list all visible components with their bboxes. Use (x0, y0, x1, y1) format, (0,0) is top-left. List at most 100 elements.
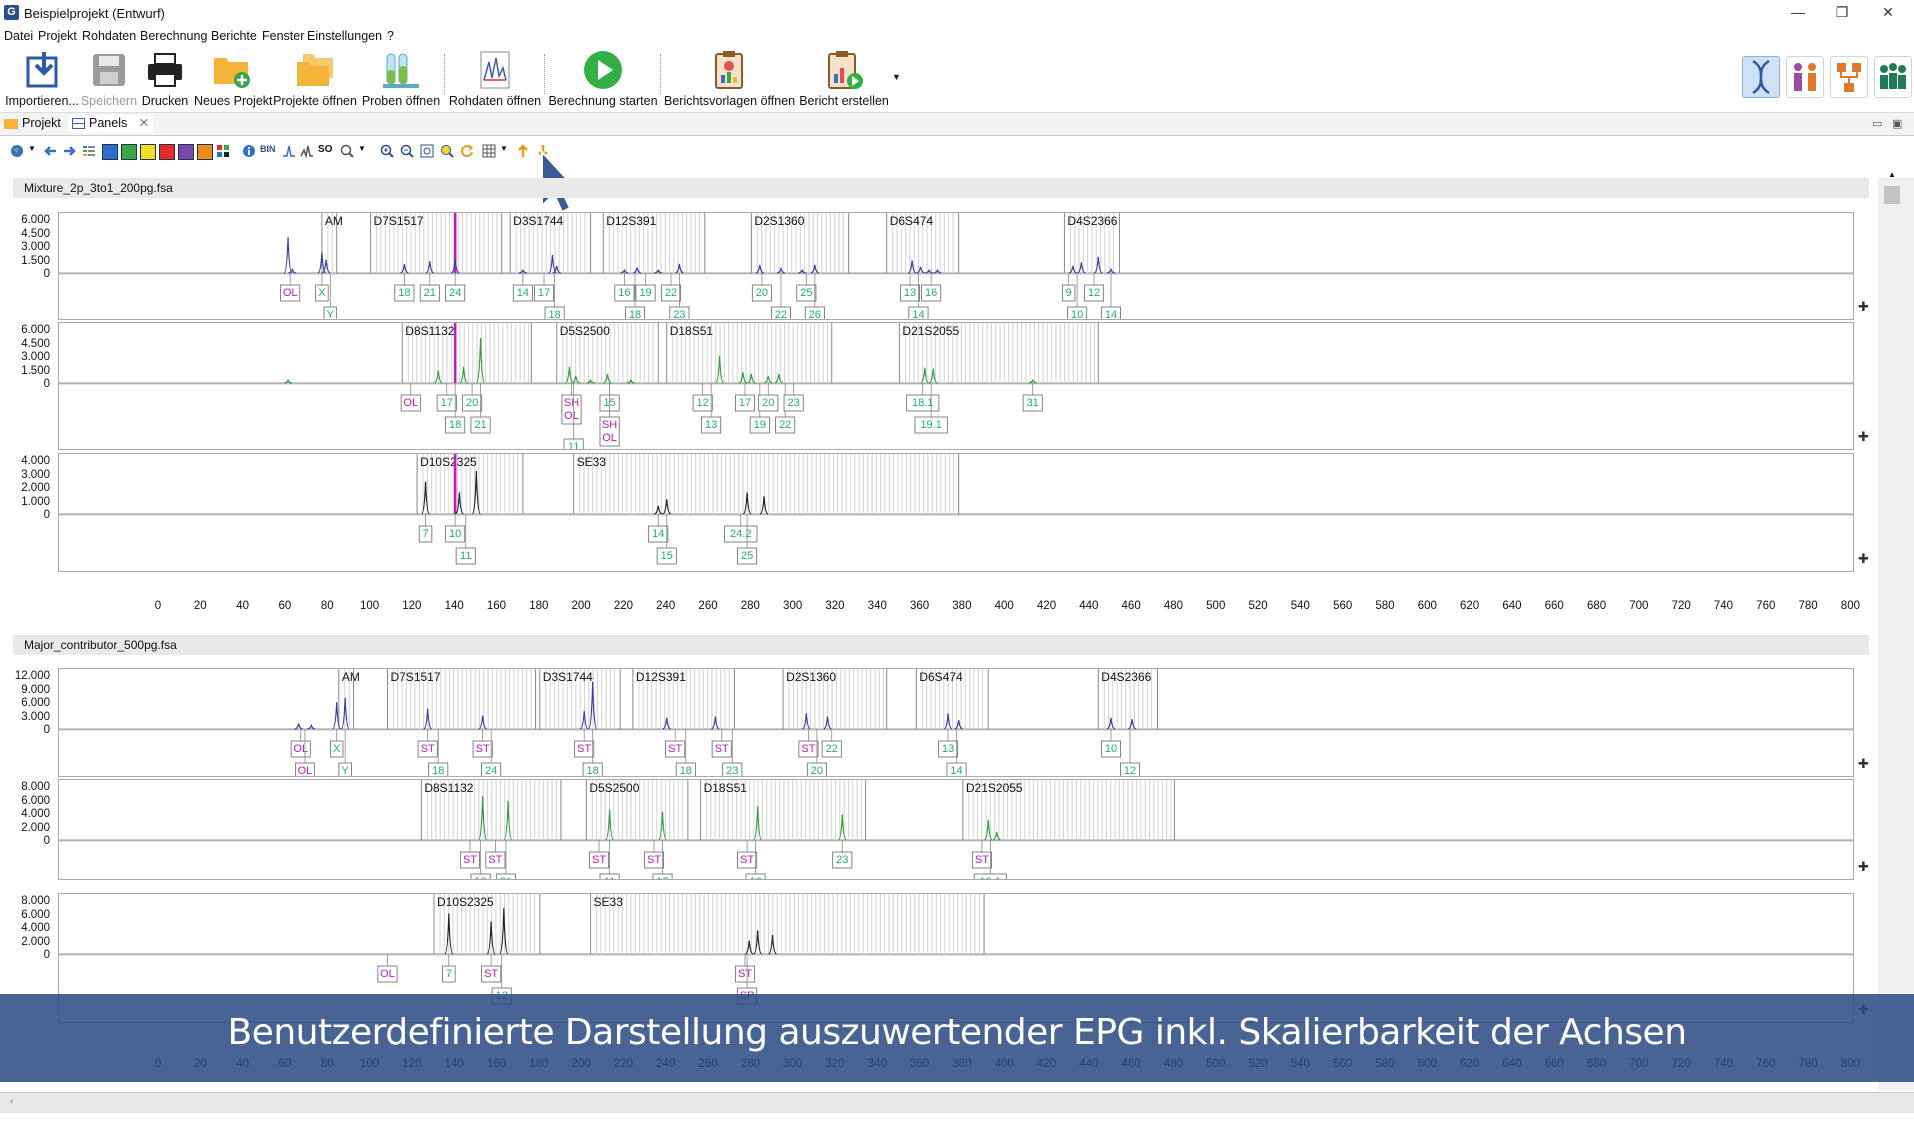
expand-panel-icon[interactable]: ✚ (1858, 756, 1869, 771)
peak[interactable] (1094, 256, 1103, 274)
allele-label[interactable]: ST (665, 729, 686, 758)
peak[interactable] (838, 814, 847, 841)
allele-label[interactable]: 11 (455, 514, 476, 565)
peak[interactable] (711, 716, 720, 730)
print-button[interactable]: Drucken (140, 46, 190, 110)
peak[interactable] (499, 908, 509, 955)
allele-label[interactable]: 18.1 (906, 383, 940, 412)
grid-icon[interactable] (482, 144, 496, 158)
import-button[interactable]: Importieren... (4, 46, 80, 110)
peak[interactable] (802, 713, 811, 730)
dye-green-toggle[interactable] (121, 144, 137, 160)
electropherogram-plot[interactable]: D10S2325 SE33 7 10 11 14 15 24.2 25 (59, 454, 1855, 571)
peak[interactable] (503, 800, 513, 841)
open-projects-button[interactable]: Projekte öffnen (272, 46, 358, 110)
allele-label[interactable]: 17 (534, 273, 555, 302)
allele-label[interactable]: ST (644, 840, 665, 869)
allele-label[interactable]: 19.1 (914, 383, 948, 434)
locus-region[interactable]: D8S1132 (420, 780, 562, 840)
allele-label[interactable]: 20 (462, 383, 483, 412)
peak[interactable] (954, 719, 963, 730)
multicolor-icon[interactable] (216, 144, 230, 158)
so-icon[interactable]: SO (318, 144, 333, 155)
peak[interactable] (340, 697, 350, 730)
maximize-button[interactable]: ❐ (1835, 4, 1849, 20)
allele-label[interactable]: 21 (419, 273, 440, 302)
peak[interactable] (423, 708, 432, 730)
peak[interactable] (605, 809, 614, 841)
allele-label[interactable]: ST (574, 729, 595, 758)
allele-label[interactable]: 12 (1120, 729, 1141, 780)
allele-label[interactable]: 20 (758, 383, 779, 412)
peak[interactable] (907, 260, 917, 274)
allele-label[interactable]: OL (377, 954, 398, 983)
peak[interactable] (742, 492, 752, 515)
locus-region[interactable]: AM (338, 669, 360, 729)
vertical-scrollbar[interactable]: ▲ (1878, 170, 1914, 1090)
peak[interactable] (759, 496, 769, 515)
allele-label[interactable]: 24.2 (724, 514, 758, 543)
open-rawdata-button[interactable]: Rohdaten öffnen (448, 46, 542, 110)
allele-label[interactable]: 10 (445, 514, 466, 543)
peak[interactable] (1028, 378, 1037, 384)
peak[interactable] (475, 337, 486, 384)
peak[interactable] (434, 370, 443, 384)
peak[interactable] (321, 259, 331, 274)
allele-label[interactable]: 22 (775, 383, 796, 434)
chevron-down-icon[interactable]: ▼ (358, 144, 366, 153)
allele-label[interactable]: 20 (806, 729, 827, 780)
allele-label[interactable]: ST (485, 840, 506, 869)
locus-region[interactable]: D5S2500 (556, 323, 659, 383)
close-tab-icon[interactable]: ✕ (138, 116, 150, 130)
locus-region[interactable]: D18S51 (700, 780, 867, 840)
peak[interactable] (920, 367, 930, 384)
locus-region[interactable]: SE33 (590, 894, 985, 954)
peak[interactable] (1068, 265, 1077, 274)
peak[interactable] (776, 266, 786, 274)
locus-region[interactable]: D10S2325 (416, 454, 524, 514)
peak[interactable] (294, 723, 303, 730)
electropherogram-plot[interactable]: AM D7S1517 D3S1744 D12S391 D2S1360 D6S474 D4S2… (59, 669, 1855, 780)
new-project-button[interactable]: Neues Projekt (194, 46, 273, 110)
peak[interactable] (478, 715, 487, 730)
electropherogram-plot[interactable]: D8S1132 D5S2500 D18S51 D21S2055 ST 18 ST 21 ST 11… (59, 780, 1855, 891)
allele-label[interactable]: OL (280, 273, 301, 302)
allele-label[interactable]: 14 (1100, 273, 1121, 324)
peak[interactable] (626, 378, 635, 384)
menu-datei[interactable]: Datei (4, 29, 34, 43)
peak[interactable] (579, 710, 589, 730)
save-button[interactable]: Speichern (80, 46, 138, 110)
locus-region[interactable]: D21S2055 (898, 323, 1099, 383)
locus-region[interactable]: D10S2325 (433, 894, 541, 954)
allele-label[interactable]: 16 (921, 273, 942, 302)
locus-region[interactable]: D7S1517 (370, 213, 503, 273)
peak[interactable] (284, 378, 293, 384)
close-button[interactable]: ✕ (1882, 4, 1894, 20)
dye-panel[interactable]: D8S1132 D5S2500 D18S51 D21S2055 OL 17 18 20 21 SH… (58, 322, 1855, 456)
expand-panel-icon[interactable]: ✚ (1858, 859, 1869, 874)
dna-perspective-button[interactable] (1742, 56, 1780, 98)
peak[interactable] (425, 261, 434, 274)
locus-region[interactable]: D7S1517 (386, 669, 537, 729)
peak[interactable] (588, 681, 598, 730)
stutter-icon[interactable] (300, 144, 314, 158)
peak[interactable] (658, 811, 667, 841)
locus-region[interactable]: D2S1360 (782, 669, 888, 729)
locus-region[interactable]: D2S1360 (750, 213, 850, 273)
allele-label[interactable]: 13 (701, 383, 722, 434)
allele-label[interactable]: ST (971, 840, 992, 869)
allele-label[interactable]: 17 (734, 383, 755, 412)
expand-panel-icon[interactable]: ✚ (1858, 299, 1869, 314)
allele-label[interactable]: 31 (1022, 383, 1043, 412)
menu-fenster[interactable]: Fenster (262, 29, 305, 43)
peak[interactable] (753, 806, 763, 841)
chevron-down-icon[interactable]: ▼ (28, 144, 36, 153)
menu-einstellungen[interactable]: Einstellungen (307, 29, 383, 43)
dye-yellow-toggle[interactable] (140, 144, 156, 160)
peak[interactable] (1106, 717, 1116, 730)
allele-label[interactable]: ST (589, 840, 610, 869)
allele-label[interactable]: 10 (1100, 729, 1121, 758)
peak[interactable] (925, 268, 934, 274)
allele-label[interactable]: 18 (394, 273, 415, 302)
